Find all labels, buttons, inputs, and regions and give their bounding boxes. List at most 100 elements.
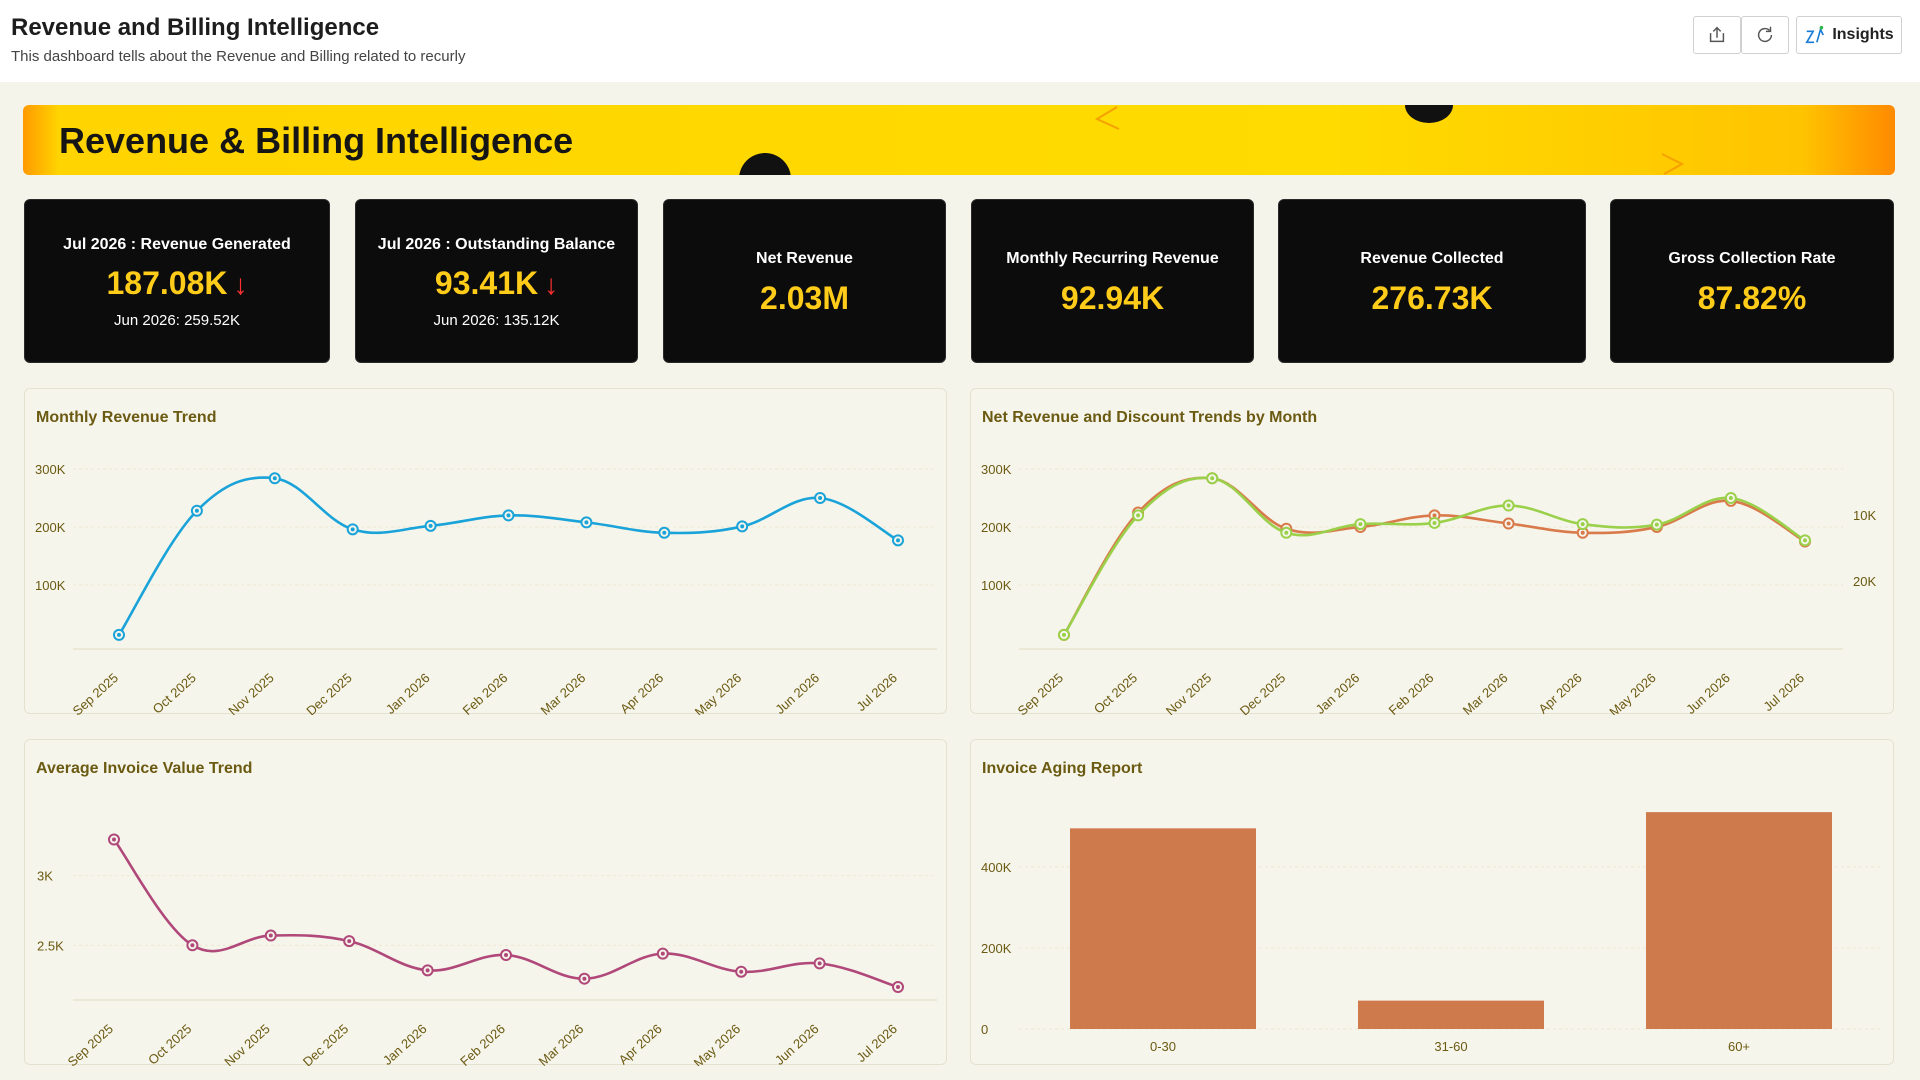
data-point-core: [112, 837, 116, 842]
kpi-net-revenue[interactable]: Net Revenue 2.03M: [663, 199, 946, 363]
data-point-core: [506, 513, 511, 518]
kpi-gross-collection-rate[interactable]: Gross Collection Rate 87.82%: [1610, 199, 1894, 363]
x-tick-label: Apr 2026: [1535, 670, 1584, 715]
x-tick-label: Sep 2025: [1015, 670, 1066, 715]
data-point-core: [1506, 521, 1511, 526]
insights-label: Insights: [1832, 26, 1894, 43]
data-point-core: [1803, 538, 1807, 543]
y-tick-label: 300K: [981, 462, 1012, 477]
y-tick-label: 200K: [981, 941, 1012, 956]
banner-decoration-half-circle: [739, 153, 791, 175]
chart-title: Net Revenue and Discount Trends by Month: [982, 409, 1318, 426]
invoice-aging-chart[interactable]: 0 200K 400K 0-30 31-60 60+: [971, 740, 1895, 1066]
kpi-label: Monthly Recurring Revenue: [1006, 250, 1219, 267]
monthly-revenue-trend-panel[interactable]: Monthly Revenue Trend 100K 200K 300K Sep 20…: [24, 388, 948, 715]
kpi-revenue-generated[interactable]: Jul 2026 : Revenue Generated 187.08K ↓ Ju…: [24, 199, 330, 363]
data-point-core: [1432, 520, 1437, 525]
bar[interactable]: [1646, 812, 1832, 1029]
data-point-core: [1580, 530, 1585, 535]
x-tick-label: Sep 2025: [70, 670, 121, 715]
average-invoice-value-chart[interactable]: 2.5K 3K Sep 2025 Oct 2025 Nov 2025 Dec 2025 Ja…: [25, 740, 948, 1066]
data-point-core: [190, 943, 195, 948]
data-point-core: [740, 524, 745, 529]
x-tick-label: Dec 2025: [303, 670, 354, 715]
insights-button[interactable]: Insights: [1796, 16, 1902, 54]
data-point-core: [662, 530, 667, 535]
data-point-core: [584, 520, 589, 525]
x-tick-label: Jul 2026: [1760, 670, 1807, 714]
monthly-revenue-trend-chart[interactable]: 100K 200K 300K Sep 2025 Oct 2025 Nov 2025 Dec …: [25, 389, 948, 715]
y-tick-label: 400K: [981, 860, 1012, 875]
x-tick-label: 60+: [1728, 1039, 1750, 1054]
x-tick-label: Oct 2025: [145, 1021, 194, 1066]
y2-tick-label: 10K: [1853, 508, 1876, 523]
data-point-core: [739, 969, 744, 974]
kpi-label: Jul 2026 : Revenue Generated: [63, 236, 291, 253]
x-tick-label: Apr 2026: [617, 670, 666, 715]
series-line: [1062, 476, 1806, 636]
net-revenue-discount-chart[interactable]: 100K 200K 300K 10K 20K Sep 2025 Oct 2025 Nov 20…: [971, 389, 1895, 715]
kpi-value: 87.82%: [1697, 280, 1807, 316]
data-point-core: [1136, 513, 1141, 518]
x-tick-label: Jun 2026: [772, 670, 822, 715]
x-tick-label: Mar 2026: [536, 1021, 587, 1066]
x-tick-label: Apr 2026: [616, 1021, 665, 1066]
y-tick-label: 0: [981, 1022, 988, 1037]
x-tick-label: 0-30: [1150, 1039, 1176, 1054]
series-line: [117, 476, 899, 636]
x-tick-label: Jan 2026: [380, 1021, 430, 1066]
data-point-core: [347, 939, 352, 944]
kpi-label: Gross Collection Rate: [1668, 250, 1836, 267]
data-point-core: [582, 976, 587, 981]
y2-tick-label: 20K: [1853, 574, 1876, 589]
x-tick-label: May 2026: [1606, 670, 1658, 715]
data-point-core: [194, 508, 199, 513]
net-revenue-discount-panel[interactable]: Net Revenue and Discount Trends by Month…: [970, 388, 1895, 715]
data-point-core: [1580, 522, 1585, 527]
data-point-core: [1506, 503, 1511, 508]
data-point-core: [425, 968, 430, 973]
y-tick-label: 200K: [981, 520, 1012, 535]
x-tick-label: Jan 2026: [1313, 670, 1363, 715]
down-arrow-icon: ↓: [233, 269, 248, 300]
x-tick-label: Nov 2025: [1163, 670, 1214, 715]
dashboard-title: Revenue and Billing Intelligence: [11, 14, 380, 41]
kpi-outstanding-balance[interactable]: Jul 2026 : Outstanding Balance 93.41K ↓ J…: [355, 199, 638, 363]
data-point-core: [818, 496, 823, 500]
banner-decoration-triangle-right: [1661, 153, 1685, 175]
invoice-aging-panel[interactable]: Invoice Aging Report 0 200K 400K 0-30 31-60 6…: [970, 739, 1894, 1065]
data-point-core: [660, 951, 665, 956]
chart-title: Average Invoice Value Trend: [36, 760, 253, 777]
refresh-button[interactable]: [1741, 16, 1789, 54]
kpi-label: Jul 2026 : Outstanding Balance: [377, 236, 616, 253]
y-tick-label: 100K: [981, 578, 1012, 593]
data-point-core: [896, 985, 900, 990]
bar[interactable]: [1070, 828, 1256, 1029]
x-tick-label: Nov 2025: [221, 1021, 272, 1066]
data-point-core: [504, 953, 508, 958]
average-invoice-value-panel[interactable]: Average Invoice Value Trend 2.5K 3K Sep 20…: [24, 739, 948, 1066]
x-tick-label: May 2026: [692, 670, 744, 715]
x-tick-label: Dec 2025: [1237, 670, 1288, 715]
data-point-core: [428, 523, 433, 528]
y-tick-label: 200K: [35, 520, 66, 535]
x-tick-label: Feb 2026: [460, 670, 511, 715]
kpi-monthly-recurring-revenue[interactable]: Monthly Recurring Revenue 92.94K: [971, 199, 1254, 363]
x-tick-label: Jun 2026: [772, 1021, 822, 1066]
bar[interactable]: [1358, 1000, 1544, 1029]
kpi-value: 92.94K: [1060, 280, 1165, 316]
data-point-core: [268, 933, 273, 938]
kpi-revenue-collected[interactable]: Revenue Collected 276.73K: [1278, 199, 1586, 363]
x-tick-label: Oct 2025: [1091, 670, 1140, 715]
data-point-core: [817, 961, 822, 966]
kpi-value: 276.73K: [1371, 280, 1493, 316]
kpi-label: Revenue Collected: [1360, 250, 1504, 267]
data-point-core: [1062, 632, 1066, 637]
data-point-core: [117, 632, 121, 637]
y-tick-label: 100K: [35, 578, 66, 593]
x-tick-label: Feb 2026: [457, 1021, 508, 1066]
share-icon: [1709, 26, 1725, 43]
export-button[interactable]: [1693, 16, 1741, 54]
x-tick-label: May 2026: [691, 1021, 743, 1066]
x-tick-label: Feb 2026: [1386, 670, 1437, 715]
